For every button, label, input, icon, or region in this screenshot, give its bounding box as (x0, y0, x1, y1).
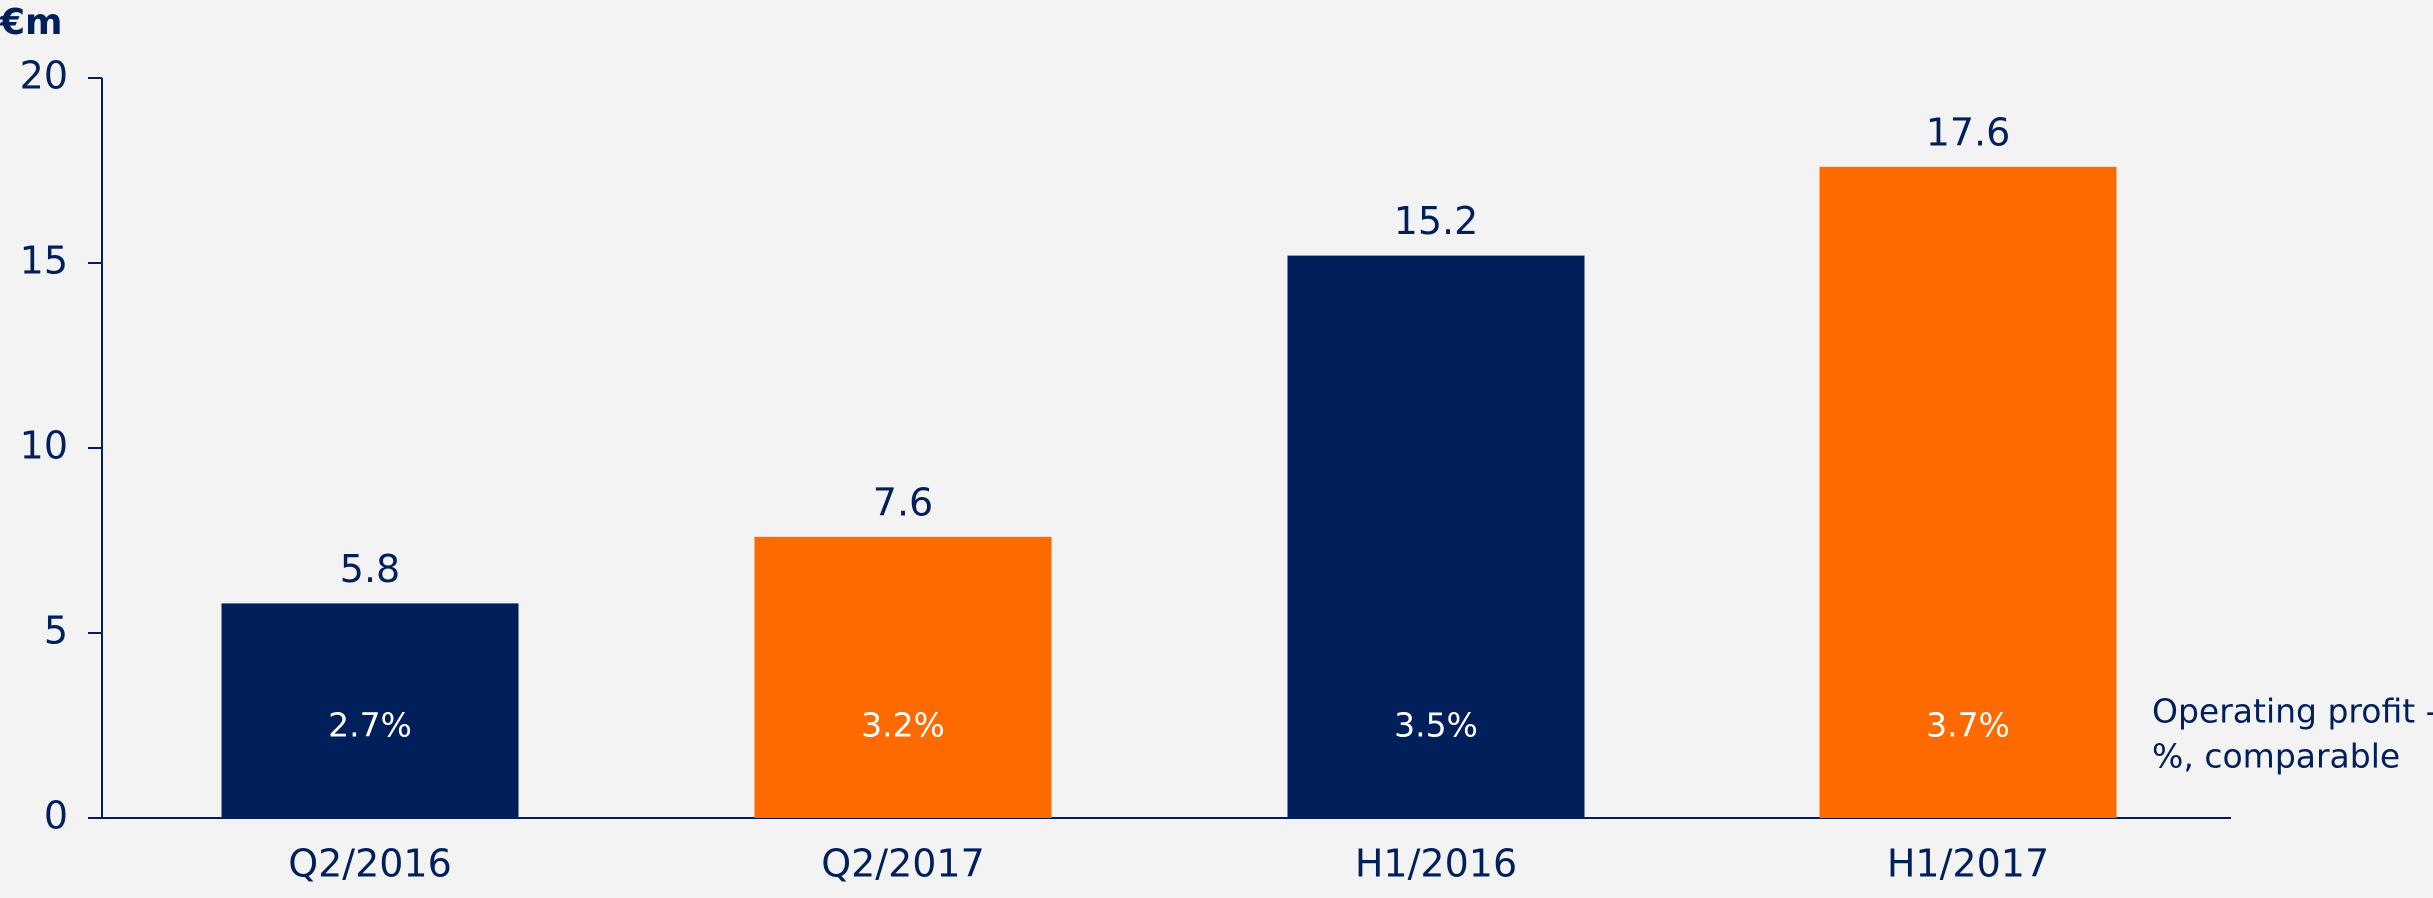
x-tick-label: H1/2017 (1887, 842, 2049, 886)
y-tick-label: 0 (44, 794, 68, 838)
margin-note: Operating profit - (2152, 692, 2433, 731)
margin-label: 3.7% (1926, 706, 2010, 745)
bar (1819, 166, 2117, 819)
x-tick-label: H1/2016 (1355, 842, 1517, 886)
y-tick-label: 20 (20, 54, 68, 98)
value-label: 15.2 (1394, 199, 1479, 243)
bar (754, 536, 1052, 818)
y-tick-label: 5 (44, 609, 68, 653)
value-label: 17.6 (1926, 110, 2011, 154)
value-label: 7.6 (873, 480, 933, 524)
x-tick-label: Q2/2016 (288, 842, 452, 886)
value-label: 5.8 (340, 547, 400, 591)
y-tick-label: 10 (20, 424, 68, 468)
margin-label: 3.5% (1394, 706, 1478, 745)
y-axis-label: €m (0, 2, 63, 43)
bar (221, 603, 519, 818)
y-tick-label: 15 (20, 239, 68, 283)
x-tick-label: Q2/2017 (821, 842, 985, 886)
margin-label: 2.7% (328, 706, 412, 745)
bar (1287, 255, 1585, 819)
margin-label: 3.2% (861, 706, 945, 745)
margin-note: %, comparable (2152, 737, 2400, 776)
